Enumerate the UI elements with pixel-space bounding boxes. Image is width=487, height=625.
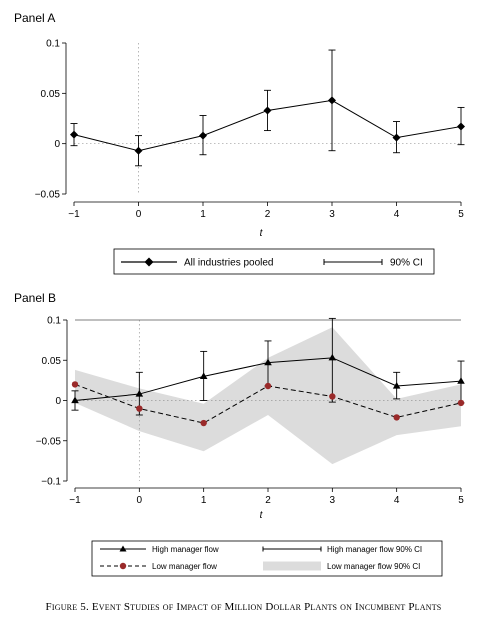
panel-a-xtick-label: 0 <box>136 209 142 220</box>
legend-low-label: Low manager flow <box>152 562 217 571</box>
panel-a-pooled-point <box>328 96 336 105</box>
panel-a-xtick-label: 1 <box>200 209 206 220</box>
panel-b-high-point <box>328 353 337 361</box>
panel-a-pooled-point <box>457 122 465 131</box>
panel-b-xtick-label: 0 <box>137 495 143 506</box>
panel-a-xtick-label: 2 <box>265 209 271 220</box>
panel-a-xtick-label: −1 <box>68 209 80 220</box>
panel-a-xtick-label: 3 <box>329 209 335 220</box>
legend-high-ci-label: High manager flow 90% CI <box>327 545 422 554</box>
panel-a-pooled-point <box>199 131 207 140</box>
panel-a-xlabel: t <box>260 228 264 239</box>
legend-high-triangle-marker <box>119 545 127 552</box>
legend-pooled-diamond-marker <box>144 257 154 267</box>
panel-b-legend: High manager flow High manager flow 90% … <box>91 540 443 577</box>
panel-b-low-point <box>136 405 143 412</box>
panel-b-xtick-label: 3 <box>330 495 336 506</box>
panel-b-xlabel: t <box>260 510 264 521</box>
legend-low-circle-marker <box>119 562 127 570</box>
panel-b-legend-box <box>91 540 443 577</box>
panel-a-plot: −0.05 0 0.05 0.1 −1 0 1 2 3 4 5 <box>35 39 465 220</box>
panel-b-high-point <box>264 358 272 366</box>
panel-b-ytick-label: −0.1 <box>41 477 61 488</box>
panel-b-high-point <box>457 377 465 384</box>
panel-b-low-point <box>71 381 79 388</box>
panel-b-low-point <box>393 414 400 421</box>
panel-b-xtick-label: 2 <box>265 495 271 506</box>
figure-caption: Figure 5. Event Studies of Impact of Mil… <box>45 601 442 613</box>
panel-b-ytick-label: 0 <box>55 396 61 407</box>
legend-high-label: High manager flow <box>152 545 219 554</box>
panel-b-plot: −0.1 −0.05 0 0.05 0.1 −1 0 1 2 3 4 5 <box>36 316 465 506</box>
panel-b-xtick-label: 5 <box>458 495 464 506</box>
panel-b-ytick-label: 0.05 <box>42 356 62 367</box>
panel-b-high-point <box>199 372 208 379</box>
panel-b-low-point <box>200 419 207 427</box>
panel-a-xtick-label: 5 <box>458 209 464 220</box>
panel-b-high-point <box>71 396 79 404</box>
panel-a-pooled-point <box>134 146 143 155</box>
panel-b-low-point <box>329 393 336 400</box>
panel-a-pooled-point <box>392 133 401 142</box>
panel-a-title: Panel A <box>14 11 55 25</box>
legend-ci-label: 90% CI <box>390 258 423 269</box>
panel-b-title: Panel B <box>14 291 56 305</box>
legend-pooled-label: All industries pooled <box>184 258 274 269</box>
panel-a-ytick-label: 0.1 <box>46 39 60 50</box>
legend-low-ci-label: Low manager flow 90% CI <box>327 562 420 571</box>
panel-b-xtick-label: −1 <box>69 495 81 506</box>
panel-b-low-ci-band <box>75 327 461 465</box>
panel-b-ytick-label: −0.05 <box>36 436 62 447</box>
panel-a-xtick-label: 4 <box>394 209 400 220</box>
panel-b-low-point <box>264 382 272 390</box>
panel-a-ytick-label: 0.05 <box>41 89 61 100</box>
panel-b-low-point <box>457 399 465 407</box>
panel-a-pooled-point <box>70 130 78 139</box>
panel-b-high-point <box>392 382 401 389</box>
panel-b-xtick-label: 4 <box>394 495 400 506</box>
panel-a-legend-box <box>113 248 435 275</box>
panel-a-legend: All industries pooled 90% CI <box>113 248 435 275</box>
legend-low-ci-swatch <box>263 561 321 571</box>
panel-b-high-point <box>135 390 144 397</box>
panel-b-xtick-label: 1 <box>201 495 207 506</box>
panel-b-ytick-label: 0.1 <box>47 316 61 327</box>
panel-a-ytick-label: 0 <box>54 139 60 150</box>
panel-a-pooled-point <box>263 106 272 115</box>
panel-a-ytick-label: −0.05 <box>35 190 61 201</box>
